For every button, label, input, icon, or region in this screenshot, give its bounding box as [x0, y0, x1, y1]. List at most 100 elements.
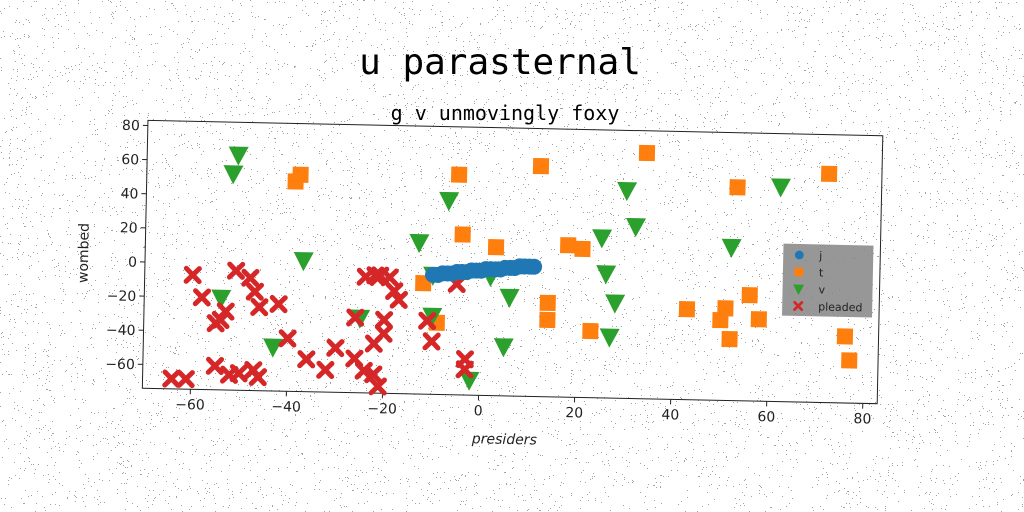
- point-v: [617, 181, 638, 202]
- point-pleaded: [316, 360, 335, 380]
- point-pleaded: [192, 288, 212, 307]
- point-v: [721, 238, 742, 258]
- point-v: [409, 233, 430, 254]
- point-v: [263, 338, 284, 358]
- point-v: [770, 178, 791, 198]
- series-v: [211, 146, 791, 391]
- point-pleaded: [326, 338, 345, 358]
- point-pleaded: [250, 297, 269, 317]
- point-v: [211, 289, 232, 309]
- point-v: [223, 165, 244, 185]
- legend-marker-t: [794, 267, 804, 277]
- point-pleaded: [176, 369, 195, 389]
- point-pleaded: [422, 332, 441, 351]
- point-t: [741, 286, 758, 304]
- legend-marker-v: [793, 284, 805, 296]
- point-pleaded: [205, 356, 225, 376]
- legend-marker-pleaded: [793, 300, 804, 312]
- point-t: [836, 328, 854, 345]
- point-pleaded: [241, 268, 260, 287]
- series-pleaded: [162, 261, 475, 396]
- y-axis-label: wombed: [76, 223, 93, 283]
- point-v: [605, 294, 626, 314]
- point-j: [526, 258, 543, 275]
- y-tick-label: −20: [107, 288, 137, 305]
- point-v: [596, 265, 617, 285]
- point-pleaded: [380, 268, 399, 287]
- point-pleaded: [389, 290, 408, 309]
- point-t: [717, 300, 734, 317]
- point-t: [292, 166, 309, 183]
- series-t: [287, 144, 858, 369]
- x-tick-label: 40: [661, 407, 679, 423]
- point-t: [729, 179, 746, 196]
- series-j: [425, 258, 543, 283]
- y-tick-label: −40: [106, 322, 136, 339]
- y-tick-label: 40: [120, 186, 138, 202]
- y-tick-label: −60: [105, 357, 135, 374]
- x-axis-label: presiders: [471, 431, 537, 448]
- plot-frame: [141, 119, 884, 405]
- point-pleaded: [368, 377, 387, 396]
- x-tick-label: −40: [271, 399, 301, 416]
- point-pleaded: [297, 350, 316, 369]
- point-t: [539, 294, 556, 312]
- point-v: [439, 191, 460, 212]
- point-pleaded: [211, 310, 230, 330]
- point-pleaded: [245, 282, 265, 301]
- point-pleaded: [248, 367, 268, 387]
- point-pleaded: [385, 281, 404, 301]
- point-pleaded: [278, 329, 297, 348]
- x-tick-label: 80: [853, 411, 871, 427]
- point-t: [841, 352, 858, 369]
- point-t: [820, 165, 838, 183]
- y-tick-label: 80: [122, 118, 140, 134]
- legend: jtv pleaded: [781, 243, 874, 318]
- point-v: [493, 338, 514, 358]
- legend-label-j: j: [818, 249, 822, 262]
- chart-title: u parasternal: [359, 42, 641, 83]
- data-marks: [162, 144, 858, 396]
- x-tick-label: 60: [757, 409, 775, 425]
- point-v: [592, 229, 613, 249]
- x-tick-label: −20: [367, 401, 397, 418]
- point-pleaded: [364, 365, 383, 384]
- point-t: [532, 157, 550, 175]
- point-t: [678, 301, 696, 318]
- point-t: [721, 330, 738, 348]
- legend-label-pleaded: pleaded: [818, 300, 863, 314]
- point-pleaded: [226, 261, 246, 280]
- point-t: [539, 311, 556, 329]
- point-v: [293, 251, 314, 272]
- point-t: [750, 311, 767, 328]
- axis-ticks: −60 −40 −20 0 20 40 60 80 −60 −40 −20 0 20 40 60 80: [105, 118, 871, 428]
- point-t: [574, 240, 591, 258]
- point-pleaded: [216, 302, 235, 321]
- point-t: [560, 237, 577, 254]
- y-tick-label: 20: [120, 220, 138, 236]
- point-pleaded: [366, 266, 385, 285]
- point-pleaded: [183, 265, 202, 285]
- point-t: [638, 144, 656, 162]
- point-v: [228, 146, 249, 166]
- point-t: [454, 226, 471, 243]
- legend-label-t: t: [819, 266, 824, 279]
- y-tick-label: 0: [128, 255, 137, 271]
- point-t: [450, 166, 468, 183]
- legend-label-v: v: [818, 283, 825, 296]
- point-pleaded: [269, 294, 288, 314]
- x-tick-label: 20: [565, 405, 583, 421]
- point-v: [626, 217, 647, 238]
- point-pleaded: [229, 364, 248, 383]
- legend-box: [781, 243, 874, 318]
- point-v: [459, 371, 480, 391]
- point-pleaded: [418, 311, 437, 330]
- y-tick-label: 60: [121, 152, 139, 168]
- chart-subtitle: g v unmovingly foxy: [391, 101, 620, 125]
- point-t: [487, 238, 505, 256]
- point-v: [499, 288, 520, 308]
